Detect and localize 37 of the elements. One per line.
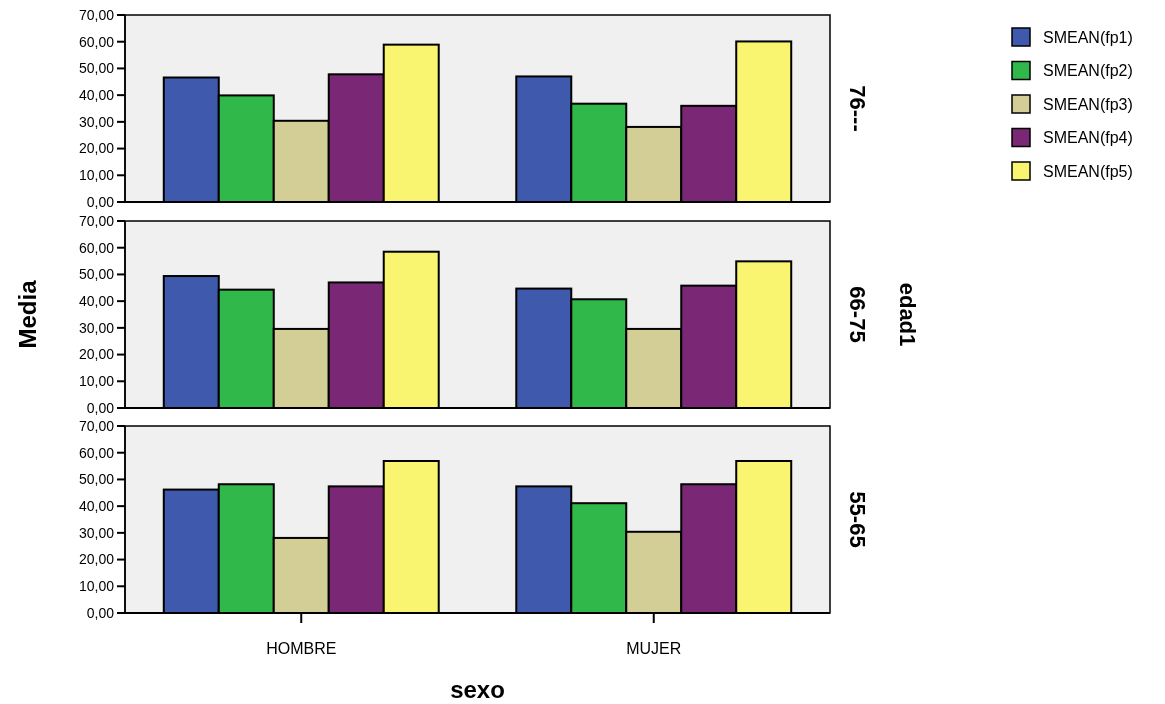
y-tick-label: 10,00 [78, 578, 115, 595]
y2-axis-title: 55-65 [845, 491, 871, 548]
y-tick-label: 0,00 [86, 193, 115, 210]
y-tick-label: 50,00 [78, 471, 115, 488]
x-axis-title: sexo [450, 676, 505, 703]
legend-label: SMEAN(fp1) [1043, 28, 1133, 46]
x-tick-label: MUJER [626, 640, 682, 657]
x-tick-label: HOMBRE [266, 640, 337, 657]
legend-label: SMEAN(fp2) [1043, 62, 1133, 80]
y-tick-label: 30,00 [78, 524, 115, 541]
y-tick-label: 50,00 [78, 266, 115, 283]
y-tick-label: 30,00 [78, 319, 115, 336]
y-tick-label: 70,00 [78, 6, 115, 23]
y-tick-label: 40,00 [78, 87, 115, 104]
y-tick-label: 60,00 [78, 33, 115, 50]
legend-label: SMEAN(fp4) [1043, 129, 1133, 147]
y-tick-label: 0,00 [86, 604, 115, 621]
y-tick-label: 50,00 [78, 60, 115, 77]
y-tick-label: 10,00 [78, 373, 115, 390]
y-tick-label: 70,00 [78, 417, 115, 434]
y-tick-label: 30,00 [78, 113, 115, 130]
legend-label: SMEAN(fp3) [1043, 95, 1133, 113]
y2-axis-title: 76--- [845, 85, 871, 132]
y-tick-label: 40,00 [78, 293, 115, 310]
y-tick-label: 60,00 [78, 239, 115, 256]
y-tick-label: 70,00 [78, 212, 115, 229]
y-axis-title: Media [14, 279, 42, 349]
y-tick-label: 60,00 [78, 444, 115, 461]
y2-axis-title: 66-75 [845, 286, 871, 343]
y-tick-label: 40,00 [78, 498, 115, 515]
y-tick-label: 20,00 [78, 346, 115, 363]
y-tick-label: 0,00 [86, 399, 115, 416]
y-tick-label: 20,00 [78, 551, 115, 568]
y-tick-label: 10,00 [78, 167, 115, 184]
legend-label: SMEAN(fp5) [1043, 162, 1133, 180]
text: edad1 [895, 282, 921, 347]
y-tick-label: 20,00 [78, 140, 115, 157]
